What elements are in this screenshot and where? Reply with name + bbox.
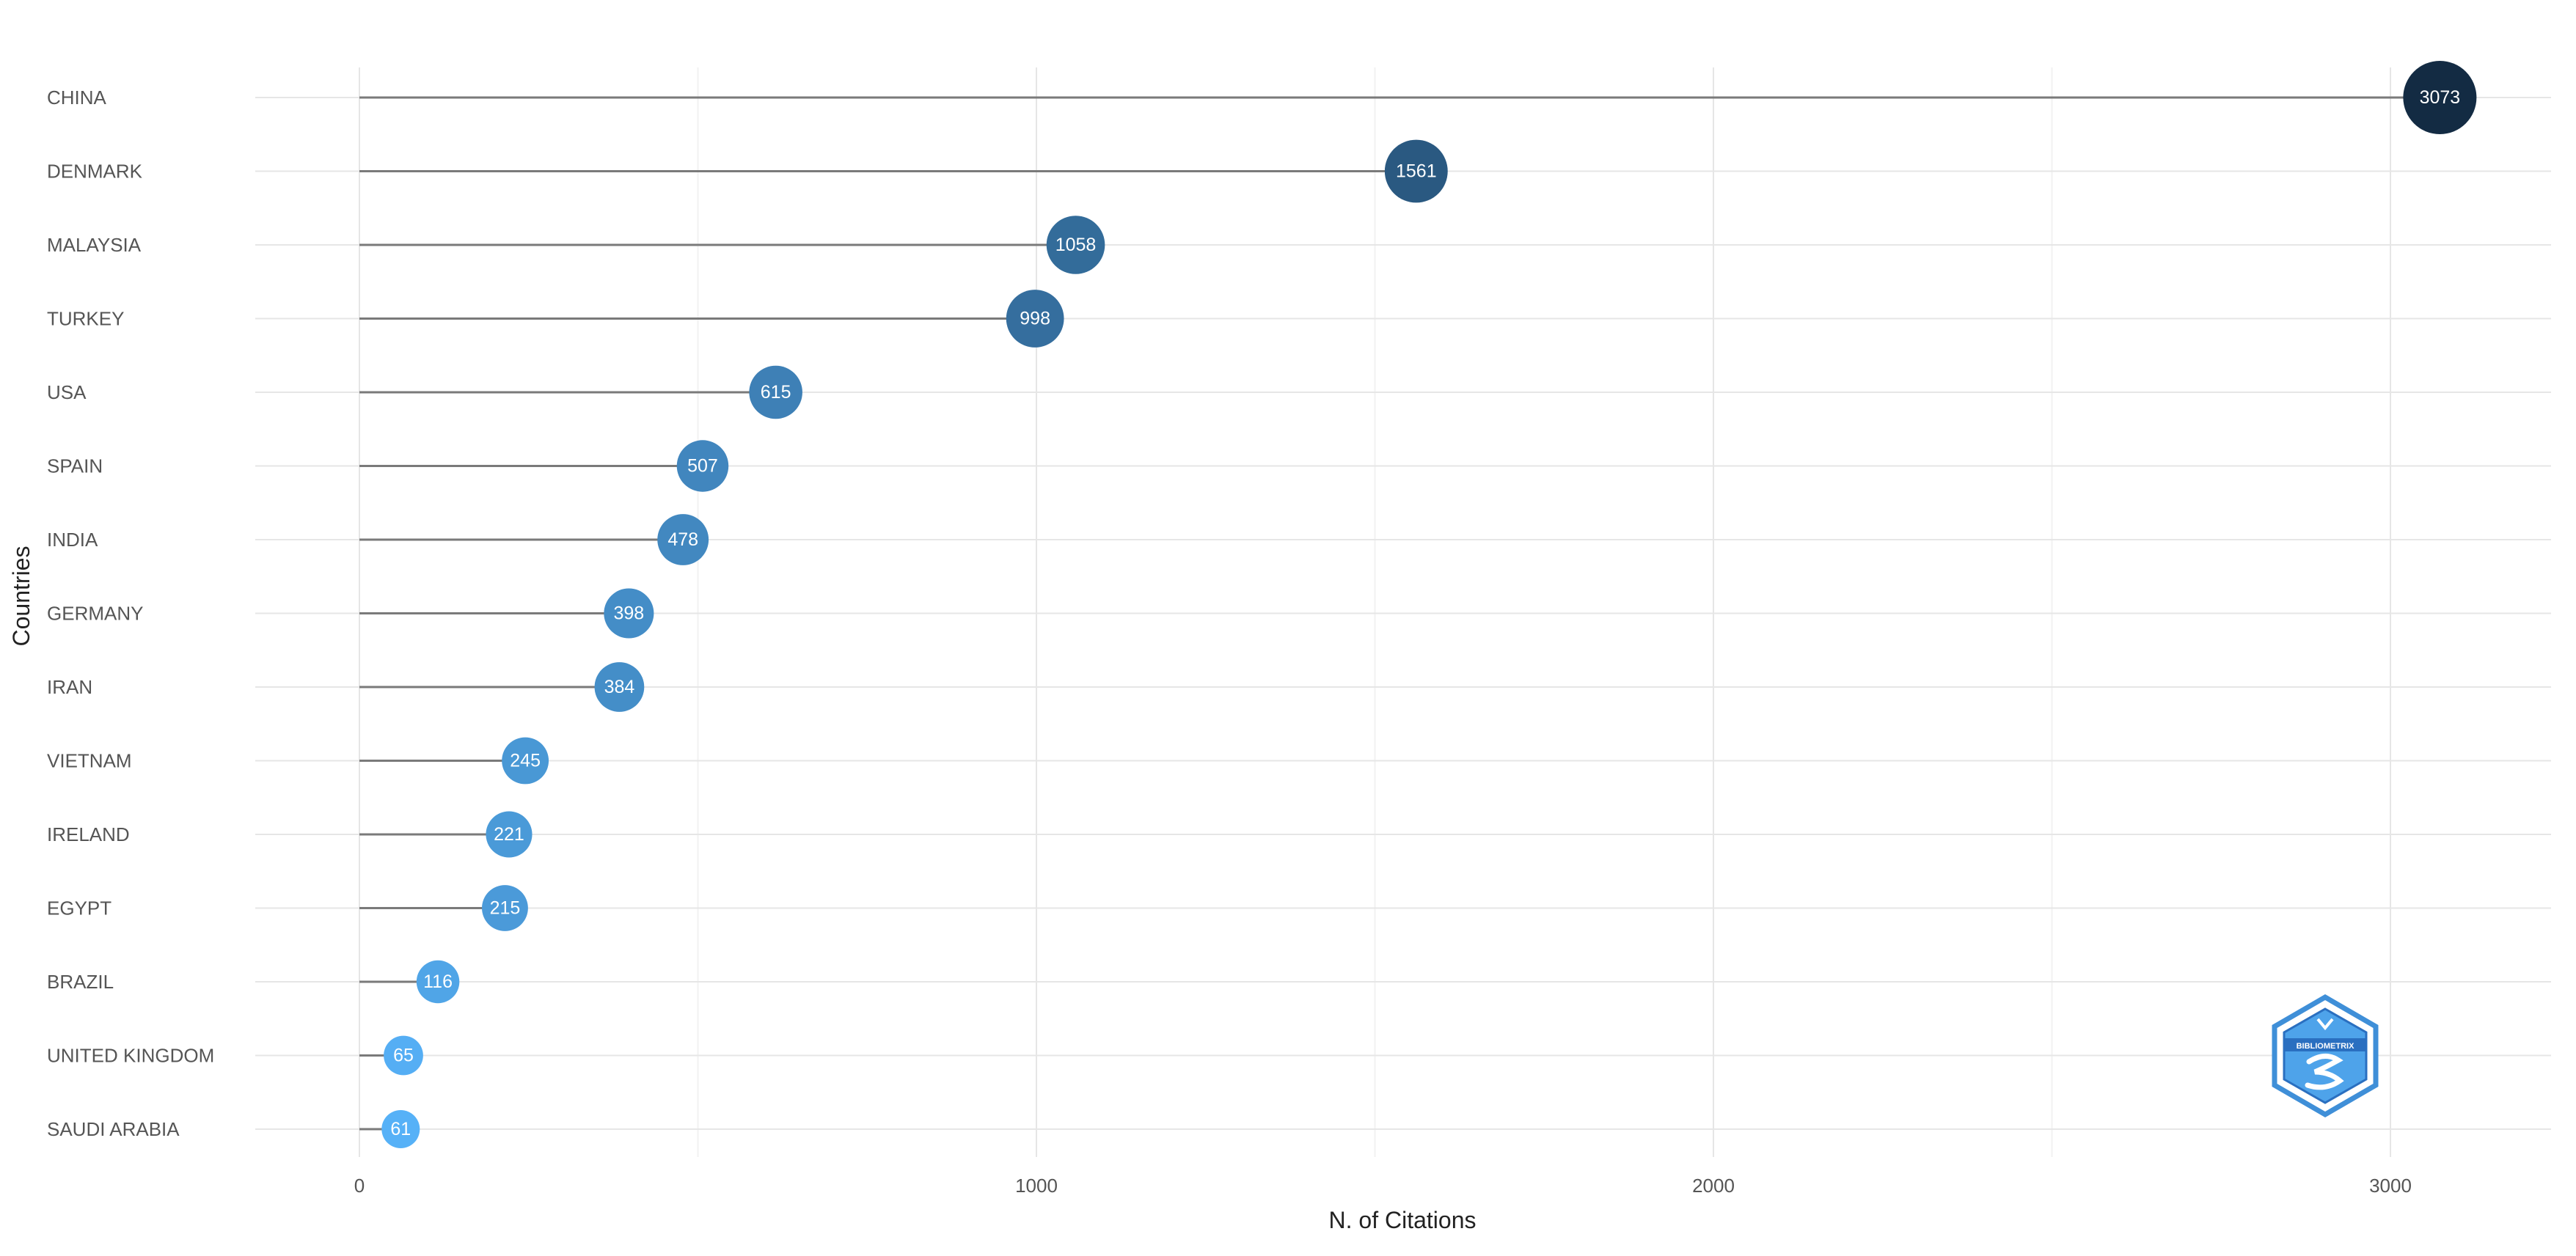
y-tick-label: SPAIN [47,455,103,477]
data-point [486,811,533,858]
data-point [1006,290,1064,348]
y-tick-label: GERMANY [47,603,143,625]
bibliometrix-logo: BIBLIOMETRIX [2272,994,2379,1118]
data-label: 221 [494,824,524,845]
data-point [1384,139,1448,203]
data-label: 1058 [1055,235,1097,255]
x-axis-title: N. of Citations [1329,1207,1477,1233]
x-tick-label: 1000 [1015,1175,1058,1197]
data-point [416,960,460,1004]
data-point [1046,216,1105,274]
data-label: 998 [1020,309,1050,329]
y-tick-label: IRAN [47,676,92,698]
y-tick-label: USA [47,381,87,403]
data-label: 615 [761,382,791,403]
data-label: 215 [490,898,521,919]
data-point [594,662,645,712]
y-tick-label: TURKEY [47,308,124,330]
data-point [749,365,802,419]
y-tick-label: EGYPT [47,897,111,919]
data-label: 507 [687,456,718,477]
data-label: 65 [393,1046,414,1066]
data-label: 61 [390,1119,411,1139]
x-tick-labels: 0 1000 2000 3000 [354,1175,2412,1197]
y-tick-label: IRELAND [47,823,130,845]
y-tick-label: SAUDI ARABIA [47,1118,180,1140]
data-point [502,737,549,785]
y-tick-label: BRAZIL [47,971,114,993]
data-point [657,514,709,565]
y-tick-label: DENMARK [47,161,143,183]
x-tick-label: 2000 [1692,1175,1735,1197]
data-label: 3073 [2420,87,2461,108]
logo-text: BIBLIOMETRIX [2297,1042,2354,1051]
y-tick-label: UNITED KINGDOM [47,1045,214,1067]
data-label: 384 [604,677,635,697]
x-tick-label: 3000 [2369,1175,2412,1197]
y-axis-title: Countries [8,546,34,647]
y-tick-label: CHINA [47,87,107,109]
data-point [384,1035,423,1076]
data-label: 398 [613,603,644,624]
data-label: 478 [667,529,698,550]
data-point [482,885,528,931]
y-tick-label: INDIA [47,529,98,551]
y-tick-label: VIETNAM [47,750,132,772]
data-label: 245 [510,751,541,771]
y-tick-labels: CHINA DENMARK MALAYSIA TURKEY USA SPAIN INDIA G… [47,87,214,1140]
data-point [381,1110,420,1148]
data-label: 116 [423,972,453,992]
data-point [604,588,654,639]
data-points: 3073 1561 1058 998 615 507 478 398 384 245 221 215 1… [381,61,2477,1148]
data-point [2403,61,2477,134]
data-point [676,440,729,492]
x-tick-label: 0 [354,1175,365,1197]
data-label: 1561 [1396,161,1437,182]
stems [359,96,2440,1131]
y-tick-label: MALAYSIA [47,234,142,256]
